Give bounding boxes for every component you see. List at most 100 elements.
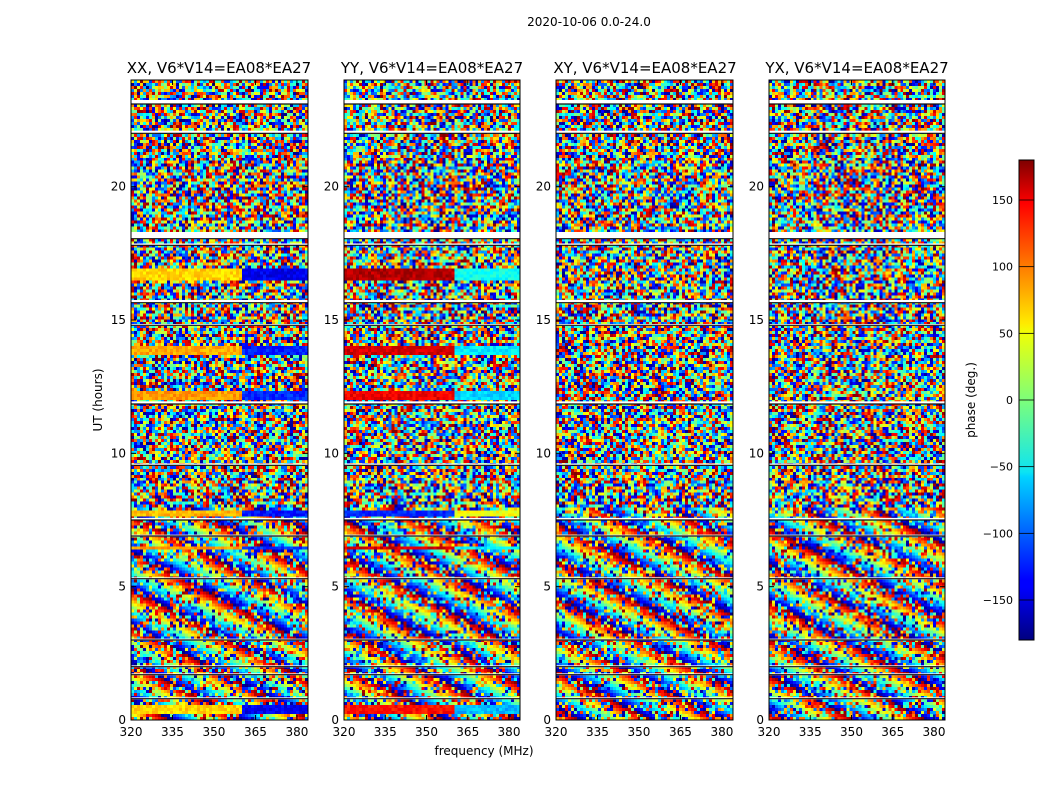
colorbar-tick-label: −150	[983, 594, 1013, 607]
x-tick-label: 350	[415, 725, 438, 739]
x-tick-label: 335	[161, 725, 184, 739]
x-tick-label: 320	[758, 725, 781, 739]
y-tick-label: 0	[543, 713, 551, 727]
x-tick-label: 335	[586, 725, 609, 739]
colorbar-tick-label: −100	[983, 527, 1013, 540]
y-tick-label: 20	[111, 180, 126, 194]
y-tick-label: 5	[331, 580, 339, 594]
axis-ticks-yx: 0 5 10 15 20 320 335 350 365 380	[749, 80, 946, 739]
y-tick-label: 10	[749, 446, 764, 460]
panel-xy: XY, V6*V14=EA08*EA27 0 5 10 15 20 320 335 350 36…	[536, 59, 737, 739]
flagged-row	[344, 243, 520, 246]
axes-frame-xy	[555, 79, 734, 721]
colorbar: 150 100 50 0 −50 −100 −150 phase (deg.)	[964, 159, 1035, 641]
phase-image	[131, 80, 308, 720]
phase-image	[769, 80, 945, 720]
flagged-row	[131, 517, 308, 520]
x-tick-label: 335	[374, 725, 397, 739]
x-tick-label: 350	[203, 725, 226, 739]
x-tick-label: 380	[923, 725, 946, 739]
y-tick-label: 0	[118, 713, 126, 727]
flagged-row	[769, 232, 945, 239]
x-tick-label: 350	[840, 725, 863, 739]
heatmap-yx	[769, 80, 945, 720]
flagged-row	[556, 463, 733, 466]
flagged-row	[344, 232, 520, 239]
axis-ticks-xy: 0 5 10 15 20 320 335 350 365 380	[536, 80, 733, 739]
y-tick-label: 20	[749, 180, 764, 194]
x-tick-label: 380	[498, 725, 521, 739]
panel-yx: YX, V6*V14=EA08*EA27 0 5 10 15 20 320 335 350 36…	[749, 59, 949, 739]
y-tick-label: 20	[536, 180, 551, 194]
flagged-row	[344, 100, 520, 104]
x-tick-label: 365	[669, 725, 692, 739]
flagged-row	[556, 100, 733, 104]
flagged-row	[556, 401, 733, 404]
axes-frame-xx	[130, 79, 309, 721]
flagged-row	[131, 130, 308, 134]
flagged-row	[769, 401, 945, 404]
x-tick-label: 320	[545, 725, 568, 739]
axis-ticks-yy: 0 5 10 15 20 320 335 350 365 380	[324, 80, 521, 739]
colorbar-ticks: 150 100 50 0 −50 −100 −150	[983, 194, 1034, 607]
x-tick-label: 320	[333, 725, 356, 739]
flagged-row	[556, 232, 733, 239]
flagged-row	[131, 463, 308, 466]
flagged-row	[131, 232, 308, 239]
flagged-row	[769, 300, 945, 303]
x-tick-label: 365	[456, 725, 479, 739]
y-tick-label: 0	[756, 713, 764, 727]
heatmap-yy	[344, 80, 520, 720]
panel-title-yx: YX, V6*V14=EA08*EA27	[764, 59, 948, 77]
panel-title-xx: XX, V6*V14=EA08*EA27	[127, 59, 311, 77]
flagged-row	[556, 130, 733, 134]
x-tick-label: 365	[881, 725, 904, 739]
flagged-row	[131, 243, 308, 246]
flagged-row	[769, 130, 945, 134]
figure-title: 2020-10-06 0.0-24.0	[527, 15, 651, 29]
y-tick-label: 15	[111, 313, 126, 327]
x-tick-label: 335	[799, 725, 822, 739]
flagged-row	[556, 517, 733, 520]
flagged-row	[344, 300, 520, 303]
panel-yy: YY, V6*V14=EA08*EA27 0 5 10 15 20 320 335 350 36…	[324, 59, 523, 739]
axis-ticks-xx: 0 5 10 15 20 320 335 350 365 380	[111, 80, 308, 739]
flagged-row	[769, 243, 945, 246]
y-tick-label: 10	[324, 446, 339, 460]
flagged-row	[769, 463, 945, 466]
y-tick-label: 0	[331, 713, 339, 727]
panel-title-xy: XY, V6*V14=EA08*EA27	[553, 59, 736, 77]
y-tick-label: 5	[118, 580, 126, 594]
panel-title-yy: YY, V6*V14=EA08*EA27	[340, 59, 523, 77]
flagged-row	[556, 243, 733, 246]
x-tick-label: 320	[120, 725, 143, 739]
y-tick-label: 15	[536, 313, 551, 327]
flagged-row	[344, 517, 520, 520]
heatmap-xy	[556, 80, 733, 720]
x-tick-label: 365	[244, 725, 267, 739]
flagged-row	[131, 100, 308, 104]
y-tick-label: 20	[324, 180, 339, 194]
heatmap-xx	[131, 80, 308, 720]
flagged-row	[556, 300, 733, 303]
colorbar-tick-label: 50	[999, 327, 1013, 340]
y-tick-label: 5	[756, 580, 764, 594]
y-axis-label: UT (hours)	[91, 368, 105, 431]
flagged-row	[344, 401, 520, 404]
x-axis-label: frequency (MHz)	[434, 744, 533, 758]
x-tick-label: 350	[628, 725, 651, 739]
colorbar-tick-label: 100	[992, 261, 1013, 274]
y-tick-label: 5	[543, 580, 551, 594]
phase-image	[344, 80, 520, 720]
flagged-row	[344, 130, 520, 134]
y-tick-label: 15	[749, 313, 764, 327]
y-tick-label: 10	[536, 446, 551, 460]
flagged-row	[131, 300, 308, 303]
axes-frame-yx	[768, 79, 946, 721]
colorbar-tick-label: −50	[990, 461, 1013, 474]
axes-frame-yy	[343, 79, 521, 721]
panel-xx: XX, V6*V14=EA08*EA27 0 5 10 15 20 320 335 350 36…	[111, 59, 312, 739]
phase-image	[556, 80, 733, 720]
flagged-row	[769, 100, 945, 104]
